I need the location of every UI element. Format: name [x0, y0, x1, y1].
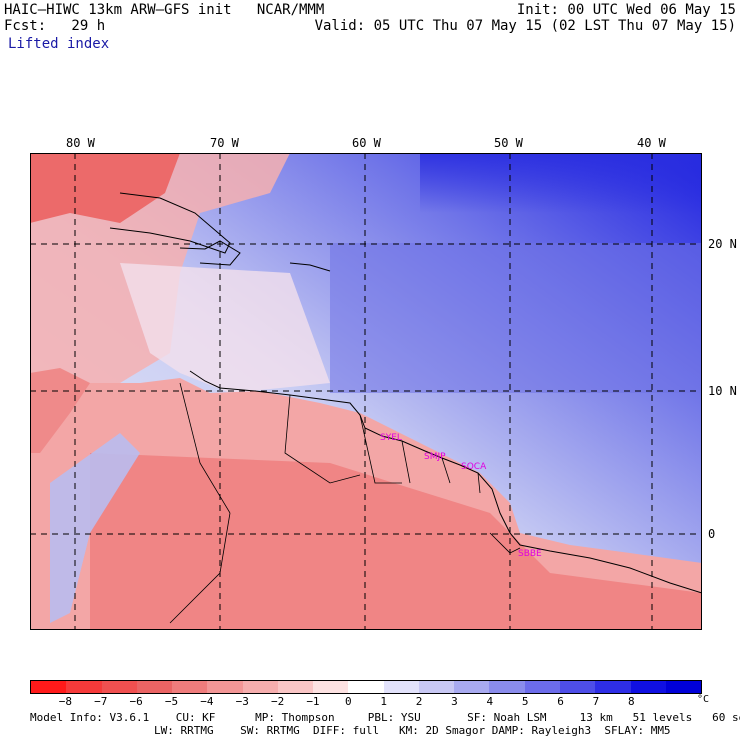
- coastlines: [109, 192, 702, 594]
- amazon-hot-zone: [90, 453, 702, 630]
- colorbar-segment: [595, 681, 631, 693]
- colorbar-tick-label: 5: [521, 695, 529, 708]
- station-sbbe: SBBE: [518, 549, 542, 559]
- lat-label-10n: 10 N: [708, 384, 737, 398]
- map-frame: [30, 153, 702, 630]
- lon-label-40w: 40 W: [637, 136, 666, 150]
- colorbar-segment: [31, 681, 67, 693]
- colorbar-tick-label: 8: [627, 695, 635, 708]
- model-title: HAIC–HIWC 13km ARW–GFS init NCAR/MMM: [4, 2, 325, 18]
- colorbar-tick-label: −7: [94, 695, 108, 708]
- lon-label-60w: 60 W: [352, 136, 381, 150]
- lon-label-50w: 50 W: [494, 136, 523, 150]
- colorbar-tick-label: 0: [345, 695, 352, 708]
- colorbar-tick-label: 1: [380, 695, 387, 708]
- colorbar-segment: [313, 681, 349, 693]
- station-smjp: SMJP: [424, 452, 446, 462]
- lifted-index-map: SYEL SMJP SOCA SBBE: [30, 153, 702, 630]
- colorbar-segment: [630, 681, 666, 693]
- colorbar-segment: [559, 681, 596, 693]
- colorbar-segment: [383, 681, 419, 693]
- init-time: Init: 00 UTC Wed 06 May 15: [516, 2, 736, 18]
- central-atlantic-band: [330, 243, 702, 393]
- colorbar-segment: [101, 681, 137, 693]
- caribbean-sea-light: [120, 263, 330, 393]
- colorbar-segment: [665, 681, 702, 693]
- andes-stripe: [50, 433, 140, 623]
- colorbar-segment: [418, 681, 455, 693]
- colorbar-segment: [348, 681, 384, 693]
- colorbar-segment: [489, 681, 525, 693]
- colorbar-segment: [172, 681, 208, 693]
- map-canvas: SYEL SMJP SOCA SBBE: [30, 153, 702, 630]
- colorbar-segment: [136, 681, 173, 693]
- colorbar-segment: [454, 681, 490, 693]
- colorbar-segment: [524, 681, 560, 693]
- colorbar-tick-label: −2: [270, 695, 285, 708]
- forecast-hour: Fcst: 29 h: [4, 18, 106, 34]
- colorbar-unit: °C: [697, 694, 710, 705]
- lat-lon-grid: [30, 153, 702, 630]
- field-name: Lifted index: [8, 36, 110, 52]
- colorbar-tick-label: 2: [415, 695, 423, 708]
- colorbar-tick-label: −6: [129, 695, 143, 708]
- colorbar-tick-label: 3: [451, 695, 458, 708]
- colorbar: [30, 680, 702, 694]
- colorbar-tick-label: −4: [200, 695, 214, 708]
- colorbar-tick-label: −1: [306, 695, 320, 708]
- station-syel: SYEL: [380, 433, 402, 443]
- station-soca: SOCA: [461, 462, 487, 472]
- colorbar-tick-label: −5: [164, 695, 179, 708]
- colorbar-tick-label: 7: [592, 695, 600, 708]
- lat-label-0: 0: [708, 527, 716, 541]
- atlantic-strong-negative: [420, 153, 702, 213]
- lat-label-20n: 20 N: [708, 237, 737, 251]
- colorbar-segment: [66, 681, 102, 693]
- model-info-line2: LW: RRTMG SW: RRTMG DIFF: full KM: 2D Sm…: [154, 724, 671, 737]
- colorbar-segment: [277, 681, 314, 693]
- lon-label-80w: 80 W: [66, 136, 95, 150]
- lon-label-70w: 70 W: [210, 136, 239, 150]
- colorbar-segment: [207, 681, 243, 693]
- colorbar-tick-label: −8: [58, 695, 72, 708]
- colorbar-tick-label: 6: [557, 695, 564, 708]
- colorbar-segment: [242, 681, 278, 693]
- colorbar-tick-label: −3: [235, 695, 249, 708]
- model-info-line1: Model Info: V3.6.1 CU: KF MP: Thompson P…: [30, 711, 740, 724]
- colorbar-tick-label: 4: [486, 695, 494, 708]
- greater-antilles-red: [30, 153, 180, 223]
- valid-time: Valid: 05 UTC Thu 07 May 15 (02 LST Thu …: [314, 18, 736, 34]
